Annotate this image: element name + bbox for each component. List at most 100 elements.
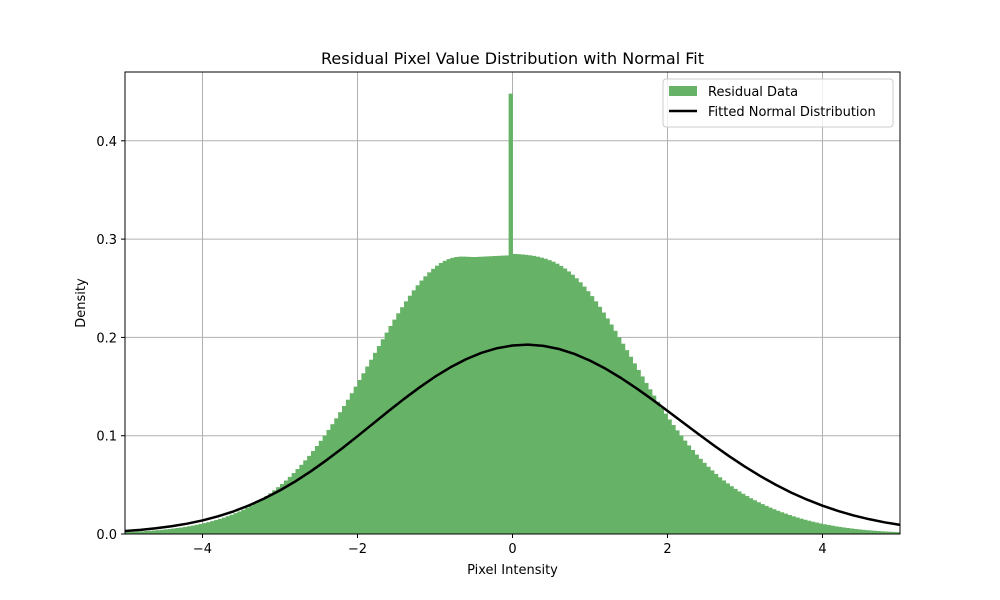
histogram-bar (551, 261, 556, 534)
histogram-bar (303, 460, 308, 534)
histogram-bar (795, 517, 800, 534)
histogram-bar (779, 512, 785, 534)
histogram-bar (330, 424, 335, 534)
histogram-bar (787, 515, 792, 534)
histogram-bar (187, 526, 192, 534)
histogram-bar (419, 280, 424, 534)
histogram-bar (884, 531, 889, 534)
histogram-bar (698, 458, 703, 534)
histogram-bar (295, 469, 300, 534)
histogram-bar (148, 530, 153, 534)
histogram-bar (745, 496, 750, 534)
histogram-bar (814, 522, 820, 534)
histogram-bar (365, 366, 370, 534)
histogram-bar (512, 253, 517, 535)
histogram-bar (280, 483, 285, 534)
histogram-bar (818, 523, 823, 534)
histogram-bar (582, 286, 587, 534)
x-tick-label: 0 (508, 542, 516, 557)
histogram-bar (264, 496, 269, 534)
histogram-bar (183, 526, 188, 534)
histogram-bar (714, 473, 719, 534)
histogram-bar (221, 517, 227, 534)
histogram-bar (442, 260, 448, 534)
histogram-bar (380, 339, 386, 534)
x-tick-label: −4 (193, 542, 212, 557)
histogram-bar (438, 262, 444, 534)
histogram-bar (706, 466, 711, 534)
histogram-bar (632, 363, 637, 534)
histogram-bar (202, 523, 207, 534)
histogram-bar (896, 532, 901, 534)
histogram-bar (791, 516, 796, 534)
histogram-bar (880, 531, 885, 534)
histogram-bar (369, 359, 374, 534)
histogram-bar (648, 389, 653, 534)
histogram-bar (566, 271, 572, 534)
histogram-bar (435, 265, 440, 534)
histogram-bar (841, 527, 847, 534)
histogram-bar (276, 487, 281, 534)
y-tick-label: 0.4 (96, 135, 117, 150)
histogram-bar (466, 256, 471, 534)
histogram-bar (462, 256, 467, 534)
legend: Residual Data Fitted Normal Distribution (662, 78, 894, 128)
histogram-bar (485, 256, 490, 534)
histogram-bar (345, 399, 351, 534)
histogram-bar (361, 373, 366, 534)
histogram-bar (411, 290, 417, 534)
histogram-bar (729, 486, 734, 534)
histogram-bar (171, 528, 176, 534)
histogram-bar (245, 507, 250, 534)
histogram-bar (826, 524, 831, 534)
histogram-bar (140, 531, 145, 534)
histogram-bar (311, 451, 316, 534)
histogram-bar (702, 462, 707, 534)
histogram-bar (167, 528, 172, 534)
histogram-bar (760, 504, 765, 534)
histogram-bar (322, 435, 327, 534)
histogram-bar (810, 521, 816, 534)
histogram-bar (334, 418, 339, 534)
histogram-bar (198, 523, 203, 534)
histogram-bar (237, 511, 242, 534)
histogram-bar (617, 337, 622, 534)
histogram-bar (872, 530, 878, 534)
histogram-bar (524, 254, 529, 534)
x-tick-label: −2 (348, 542, 367, 557)
histogram-bar (353, 386, 358, 534)
histogram-bar (318, 440, 324, 534)
histogram-bar (644, 382, 649, 534)
histogram-bar (845, 528, 851, 534)
histogram-bar (861, 529, 866, 534)
histogram-bar (299, 464, 304, 534)
histogram-bar (388, 326, 393, 534)
histogram-bar (218, 518, 223, 534)
histogram-bar (768, 507, 773, 534)
histogram-bar (578, 282, 583, 534)
histogram-bar (690, 450, 696, 534)
histogram-bar (214, 520, 219, 534)
chart-title: Residual Pixel Value Distribution with N… (321, 49, 704, 68)
histogram-bar (531, 255, 537, 534)
histogram-bar (291, 473, 296, 534)
legend-swatch-residual-data (669, 86, 697, 96)
histogram-bar (128, 531, 134, 534)
histogram-bar (194, 524, 200, 534)
histogram-bar (853, 528, 858, 534)
histogram-bar (233, 513, 238, 534)
histogram-bar (314, 446, 320, 534)
histogram-bar (326, 429, 331, 534)
histogram-bar (624, 350, 630, 534)
histogram-bar (694, 454, 699, 534)
histogram-bar (830, 525, 835, 534)
histogram-bar (605, 318, 610, 534)
histogram-bar (415, 285, 420, 534)
x-axis-label: Pixel Intensity (467, 563, 558, 578)
fit-line-layer (124, 343, 901, 533)
histogram-bar (520, 254, 525, 534)
histogram-bar (838, 526, 843, 534)
histogram-bar (229, 514, 234, 534)
histogram-bar (349, 393, 355, 534)
histogram-bar (752, 500, 758, 534)
